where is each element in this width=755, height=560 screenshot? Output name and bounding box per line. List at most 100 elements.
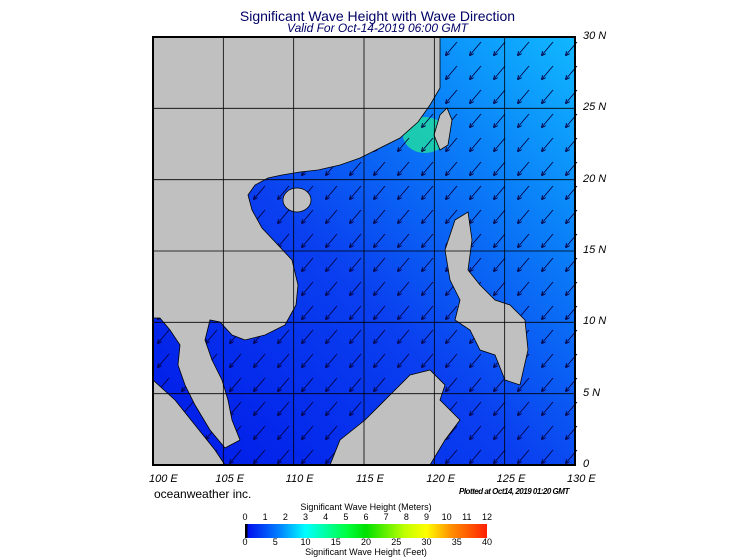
- wave-arrow: [542, 41, 554, 55]
- wave-arrow: [494, 137, 506, 151]
- wave-arrow: [542, 257, 554, 271]
- wave-arrow: [158, 329, 170, 343]
- wave-arrow: [374, 233, 386, 247]
- map-title: Significant Wave Height with Wave Direct…: [239, 8, 516, 24]
- colorbar-tick: 8: [403, 512, 409, 522]
- wave-arrow: [302, 377, 314, 391]
- wave-arrow: [374, 305, 386, 319]
- wave-arrow: [542, 137, 554, 151]
- lat-label: 0: [583, 458, 590, 470]
- lon-label: 100 E: [149, 473, 178, 485]
- lat-label: 25 N: [583, 101, 607, 114]
- wave-arrow: [470, 233, 482, 247]
- wave-arrow: [278, 401, 290, 415]
- wave-arrow: [254, 353, 266, 367]
- colorbar-tick: 2: [282, 512, 288, 522]
- wave-arrow: [230, 353, 242, 367]
- wave-arrow: [470, 161, 482, 175]
- wave-arrow: [470, 65, 482, 79]
- wave-arrow: [422, 161, 434, 175]
- wave-arrow: [326, 353, 338, 367]
- wave-arrow: [374, 329, 386, 343]
- wave-arrow: [470, 449, 482, 463]
- wave-arrow: [446, 209, 458, 223]
- wave-arrow: [326, 257, 338, 271]
- wave-arrow: [518, 401, 530, 415]
- wave-arrow: [446, 89, 458, 103]
- colorbar-tick: 11: [462, 512, 472, 522]
- wave-arrow: [230, 401, 242, 415]
- wave-arrow: [542, 281, 554, 295]
- wave-arrow: [422, 209, 434, 223]
- wave-arrow: [422, 233, 434, 247]
- wave-arrow: [518, 137, 530, 151]
- wave-arrow: [542, 89, 554, 103]
- wave-arrow: [422, 329, 434, 343]
- wave-arrow: [470, 41, 482, 55]
- colorbar-tick: 5: [343, 512, 349, 522]
- colorbar-tick: 10: [300, 537, 311, 547]
- wave-arrow: [326, 377, 338, 391]
- map-frame: [152, 36, 576, 466]
- colorbar-feet-title: Significant Wave Height (Feet): [305, 547, 427, 557]
- wave-arrow: [446, 329, 458, 343]
- wave-arrow: [542, 65, 554, 79]
- wave-arrow: [446, 41, 458, 55]
- wave-arrow: [518, 41, 530, 55]
- wave-arrow: [494, 257, 506, 271]
- wave-arrow: [326, 305, 338, 319]
- wave-arrow: [542, 305, 554, 319]
- lon-label: 120 E: [426, 473, 456, 485]
- colorbar-tick: 12: [481, 512, 493, 522]
- wave-arrow: [398, 185, 410, 199]
- wave-arrow: [446, 137, 458, 151]
- wave-arrow: [254, 449, 266, 463]
- wave-arrow: [350, 305, 362, 319]
- lon-label: 115 E: [356, 473, 384, 485]
- wave-arrow: [302, 329, 314, 343]
- wave-arrow: [518, 425, 530, 439]
- wave-arrow: [518, 233, 530, 247]
- lat-label: 5 N: [583, 386, 601, 399]
- wave-arrow: [422, 185, 434, 199]
- colorbar-tick: 40: [481, 537, 493, 547]
- wave-arrow: [374, 209, 386, 223]
- wave-arrow: [518, 65, 530, 79]
- wave-arrow: [278, 449, 290, 463]
- wave-arrow: [302, 233, 314, 247]
- wave-arrow: [398, 137, 410, 151]
- wave-arrow: [374, 257, 386, 271]
- wave-arrow: [494, 401, 506, 415]
- colorbar-tick: 25: [391, 537, 402, 547]
- wave-arrow: [350, 281, 362, 295]
- wave-arrow: [542, 185, 554, 199]
- wave-arrow: [518, 449, 530, 463]
- wave-arrow: [326, 329, 338, 343]
- wave-arrow: [302, 209, 314, 223]
- wave-arrow: [302, 425, 314, 439]
- wave-arrow: [518, 161, 530, 175]
- wave-arrow: [326, 281, 338, 295]
- colorbar-tick: 6: [363, 512, 369, 522]
- wave-arrow: [398, 161, 410, 175]
- wave-arrow: [374, 377, 386, 391]
- lat-label: 20 N: [583, 172, 607, 185]
- wave-arrow: [470, 209, 482, 223]
- wave-arrow: [446, 161, 458, 175]
- wave-arrow: [422, 137, 434, 151]
- wave-arrow: [350, 233, 362, 247]
- wave-arrow: [494, 281, 506, 295]
- wave-arrow: [350, 401, 362, 415]
- wave-arrow: [494, 113, 506, 127]
- wave-arrow: [254, 377, 266, 391]
- land-mainland-asia: [152, 36, 441, 449]
- wave-arrow: [326, 233, 338, 247]
- lon-label: 130 E: [567, 473, 596, 485]
- colorbar: [245, 524, 487, 538]
- wave-arrow: [494, 41, 506, 55]
- colorbar-tick: 0: [242, 512, 248, 522]
- wave-arrow: [542, 233, 554, 247]
- colorbar-meters-title: Significant Wave Height (Meters): [300, 502, 432, 512]
- wave-arrow: [542, 425, 554, 439]
- wave-arrow: [374, 281, 386, 295]
